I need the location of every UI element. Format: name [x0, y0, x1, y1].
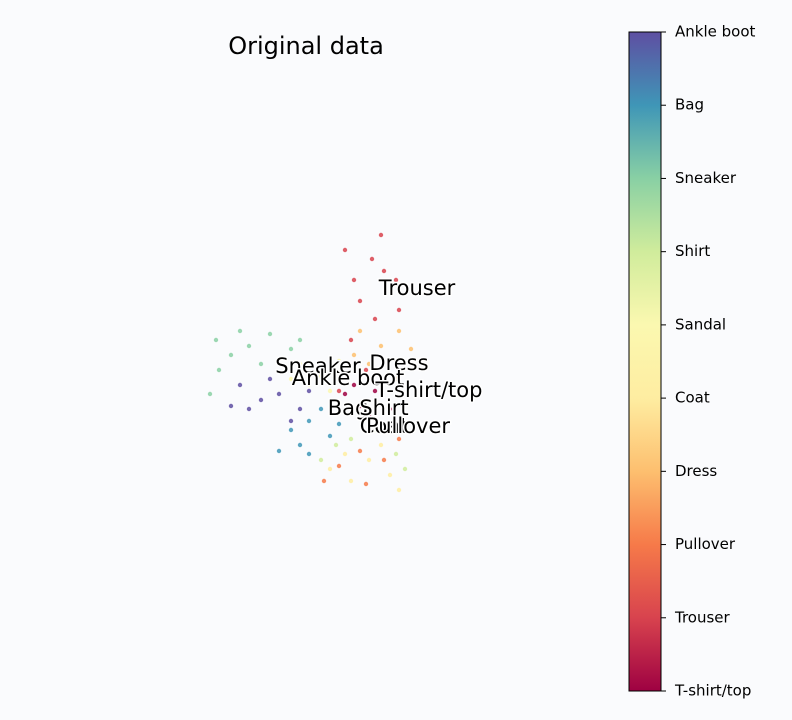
point	[351, 382, 357, 388]
point	[387, 406, 393, 412]
point	[237, 382, 243, 388]
point	[363, 481, 369, 487]
point	[378, 232, 384, 238]
point	[396, 436, 402, 442]
point	[228, 403, 234, 409]
point	[381, 457, 387, 463]
point	[318, 373, 324, 379]
point	[297, 337, 303, 343]
point	[387, 472, 393, 478]
point	[207, 391, 213, 397]
point	[288, 427, 294, 433]
point	[237, 328, 243, 334]
colorbar-label: Bag	[675, 96, 704, 114]
point	[306, 388, 312, 394]
colorbar-label: Sandal	[675, 315, 726, 333]
point	[306, 418, 312, 424]
point	[357, 328, 363, 334]
point	[357, 298, 363, 304]
point	[228, 352, 234, 358]
point	[336, 388, 342, 394]
point	[372, 388, 378, 394]
point	[381, 268, 387, 274]
point	[408, 346, 414, 352]
point	[267, 331, 273, 337]
point	[366, 457, 372, 463]
cluster-label: T-shirt/top	[375, 378, 483, 402]
point	[327, 433, 333, 439]
point	[393, 376, 399, 382]
colorbar-label: Trouser	[674, 608, 731, 626]
point	[297, 406, 303, 412]
point	[213, 337, 219, 343]
point	[297, 442, 303, 448]
point	[363, 367, 369, 373]
point	[318, 406, 324, 412]
cluster-label: Coat	[360, 414, 409, 438]
point	[276, 448, 282, 454]
colorbar-label: Shirt	[675, 242, 710, 260]
point	[342, 451, 348, 457]
colorbar-label: Coat	[675, 389, 710, 407]
cluster-label: Bag	[328, 396, 369, 420]
point	[372, 316, 378, 322]
point	[348, 337, 354, 343]
point	[396, 307, 402, 313]
point	[396, 487, 402, 493]
cluster-label: Trouser	[378, 276, 456, 300]
point	[288, 346, 294, 352]
point	[306, 382, 312, 388]
point	[393, 277, 399, 283]
colorbar-label: Dress	[675, 462, 717, 480]
point	[333, 442, 339, 448]
point	[321, 478, 327, 484]
point	[348, 436, 354, 442]
colorbar	[628, 31, 662, 692]
point	[396, 328, 402, 334]
cluster-label: Ankle boot	[292, 366, 405, 390]
colorbar-label: Ankle boot	[675, 23, 755, 41]
point	[276, 391, 282, 397]
colorbar-label: Sneaker	[675, 169, 737, 187]
point	[378, 343, 384, 349]
point	[306, 451, 312, 457]
point	[366, 412, 372, 418]
point	[351, 352, 357, 358]
point	[351, 277, 357, 283]
point	[258, 397, 264, 403]
point	[246, 343, 252, 349]
colorbar-label: T-shirt/top	[674, 682, 751, 700]
colorbar-label: Pullover	[675, 535, 736, 553]
point	[336, 358, 342, 364]
point	[369, 256, 375, 262]
cluster-label: Pullover	[366, 414, 450, 438]
point	[336, 421, 342, 427]
point	[378, 442, 384, 448]
point	[342, 247, 348, 253]
point	[402, 466, 408, 472]
point	[372, 427, 378, 433]
point	[288, 418, 294, 424]
point	[318, 457, 324, 463]
cluster-label: Shirt	[359, 396, 408, 420]
point	[246, 406, 252, 412]
point	[258, 361, 264, 367]
point	[342, 391, 348, 397]
point	[288, 376, 294, 382]
point	[327, 388, 333, 394]
point	[336, 463, 342, 469]
point	[327, 466, 333, 472]
point	[297, 361, 303, 367]
chart-title: Original data	[228, 32, 384, 60]
point	[267, 376, 273, 382]
point	[393, 451, 399, 457]
point	[357, 403, 363, 409]
cluster-label: Dress	[369, 351, 428, 375]
point	[216, 367, 222, 373]
point	[357, 448, 363, 454]
point	[348, 478, 354, 484]
cluster-label: Sneaker	[275, 354, 361, 378]
point	[366, 361, 372, 367]
